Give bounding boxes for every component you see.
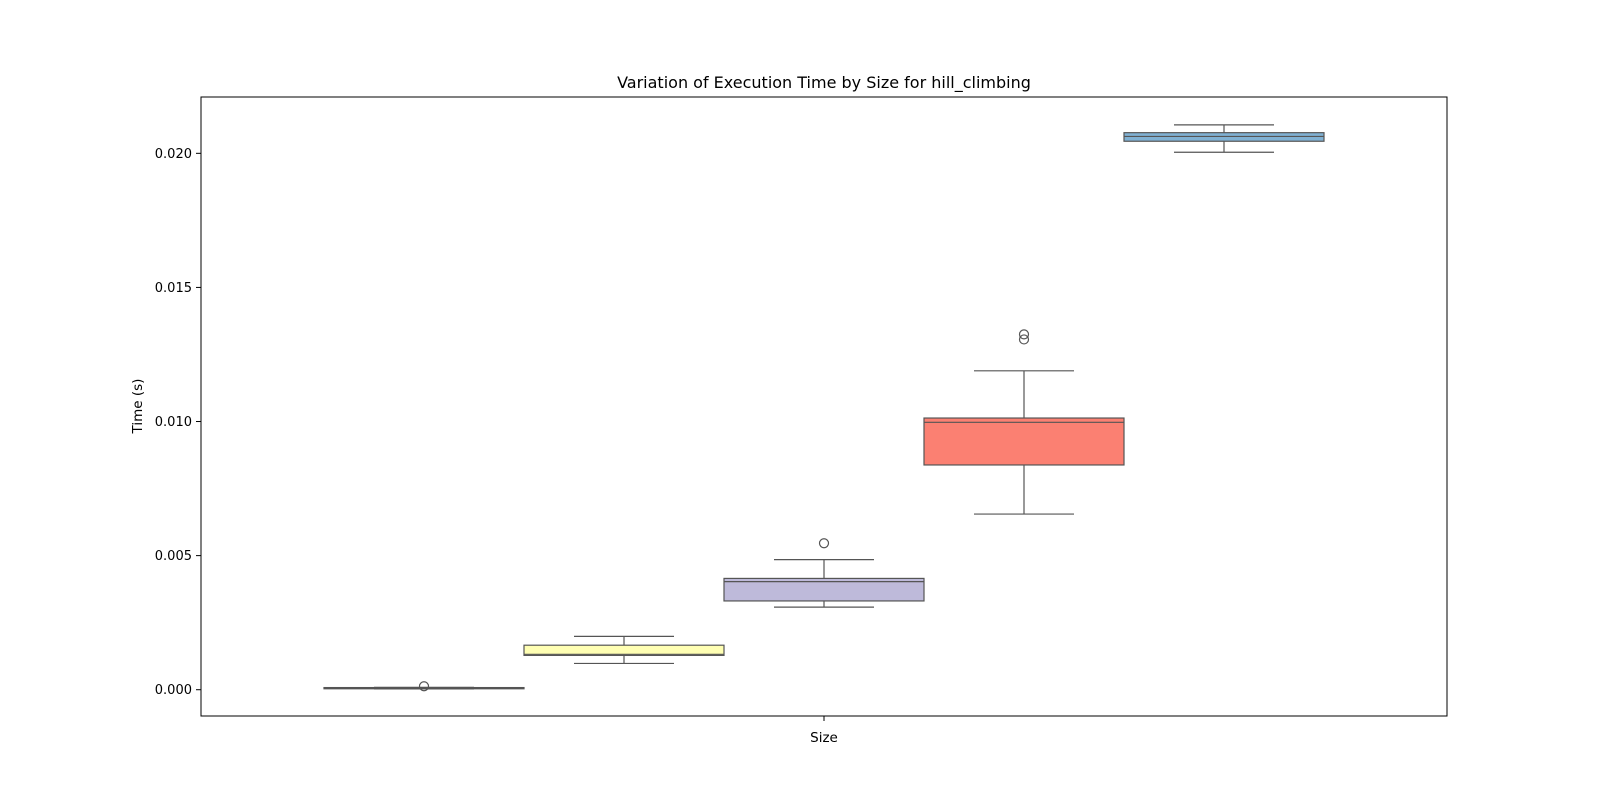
box-1 [323,681,525,692]
y-axis: 0.000 0.005 0.010 0.015 0.020 [155,147,201,698]
box-iqr [723,577,925,602]
outlier-point [1018,334,1030,345]
outlier-point [418,681,430,692]
box-iqr [923,417,1125,466]
box-4 [923,329,1125,515]
y-tick-label: 0.000 [155,683,192,698]
plot-frame [200,96,1448,717]
outlier-point [1018,329,1030,340]
box-3 [723,538,925,608]
y-tick-label: 0.020 [155,147,192,162]
chart-title: Variation of Execution Time by Size for … [617,73,1031,93]
plot-area [323,124,1325,692]
box-iqr [523,644,725,656]
box-2 [523,635,725,665]
y-tick-label: 0.005 [155,549,192,564]
x-axis-label: Size [810,730,838,746]
y-tick-label: 0.015 [155,281,192,296]
y-axis-label: Time (s) [130,379,146,435]
box-5 [1123,124,1325,153]
outlier-point [818,538,830,549]
y-tick-label: 0.010 [155,415,192,430]
